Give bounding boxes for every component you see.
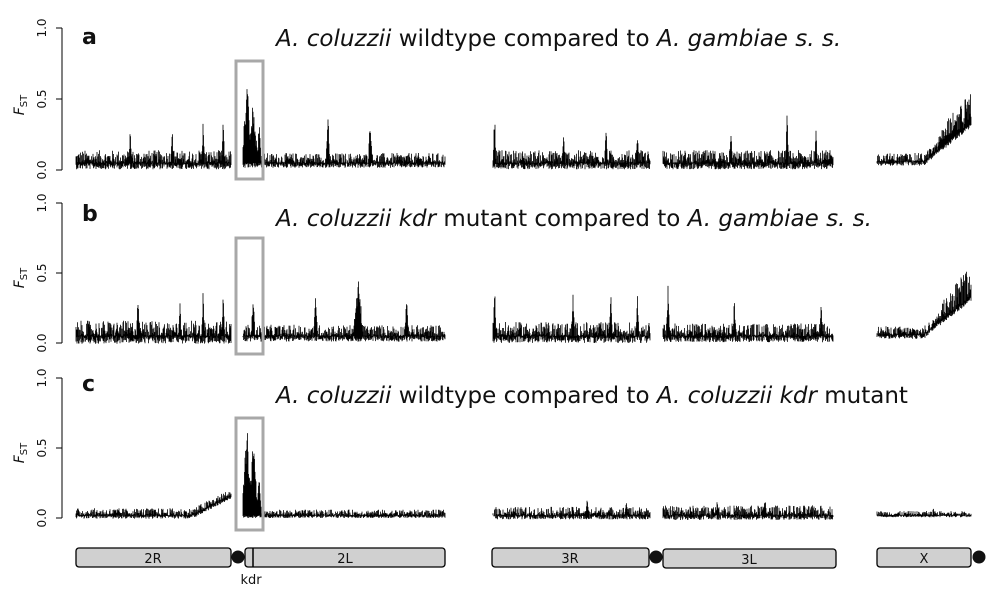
y-tick-label: 0.0	[35, 160, 49, 179]
fst-trace-3R	[492, 294, 651, 343]
panel-label: b	[82, 202, 98, 227]
fst-traces	[75, 89, 972, 170]
y-tick-label: 0.5	[35, 89, 49, 108]
chromosome-label: 2L	[337, 552, 353, 567]
chromosome-arm-X	[876, 547, 972, 568]
fst-trace-3L	[662, 285, 834, 343]
centromere-2	[231, 550, 245, 564]
fst-trace-3R	[492, 124, 651, 170]
panel-label: c	[82, 372, 95, 397]
chromosome-arm-2R	[75, 547, 232, 568]
fst-trace-X	[876, 508, 972, 518]
y-axis-label: FST	[12, 267, 30, 288]
chromosome-arm-3L	[662, 548, 837, 569]
y-axis-label: FST	[12, 442, 30, 463]
y-tick-label: 1.0	[35, 368, 49, 387]
chromosome-arm-2L	[244, 547, 446, 568]
panel-title: A. coluzzii wildtype compared to A. gamb…	[274, 26, 841, 52]
fst-trace-2L	[242, 433, 446, 518]
fst-trace-2R	[75, 492, 232, 519]
chromosome-label: X	[920, 552, 929, 567]
fst-trace-3L	[662, 502, 834, 520]
fst-trace-3L	[662, 115, 834, 170]
kdr-locus-label: kdr	[240, 573, 262, 588]
fst-trace-X	[876, 94, 972, 166]
chromosome-arm-3R	[491, 547, 650, 568]
chromosome-label: 2R	[144, 552, 161, 567]
chromosome-label: 3L	[741, 553, 757, 568]
fst-trace-2R	[75, 293, 232, 344]
chromosome-label: 3R	[561, 552, 578, 567]
fst-trace-2L	[242, 281, 446, 342]
fst-traces	[75, 433, 972, 520]
fst-traces	[75, 271, 972, 344]
panel-b: b A. coluzzii kdr mutant compared to A. …	[12, 193, 972, 356]
panel-title: A. coluzzii wildtype compared to A. colu…	[274, 383, 908, 409]
centromere-3	[649, 550, 663, 564]
y-tick-label: 1.0	[35, 193, 49, 212]
fst-trace-2R	[75, 123, 232, 170]
fst-trace-3R	[492, 500, 651, 520]
kdr-highlight-box	[234, 236, 265, 356]
y-tick-label: 0.5	[35, 263, 49, 282]
y-tick-label: 1.0	[35, 18, 49, 37]
panel-label: a	[82, 25, 97, 50]
chromosome-ideogram: 2R 2L kdr 3R 3L X	[75, 547, 986, 588]
kdr-highlight-box	[234, 416, 265, 532]
fst-trace-2L	[242, 89, 446, 168]
panel-title: A. coluzzii kdr mutant compared to A. ga…	[274, 206, 872, 232]
y-tick-label: 0.5	[35, 438, 49, 457]
y-tick-label: 0.0	[35, 333, 49, 352]
panel-a: a A. coluzzii wildtype compared to A. ga…	[12, 18, 972, 181]
centromere-X	[972, 550, 986, 564]
panel-c: c A. coluzzii wildtype compared to A. co…	[12, 368, 972, 532]
y-tick-label: 0.0	[35, 508, 49, 527]
fst-trace-X	[876, 271, 972, 339]
y-axis-label: FST	[12, 94, 30, 115]
kdr-highlight-box	[234, 59, 265, 181]
